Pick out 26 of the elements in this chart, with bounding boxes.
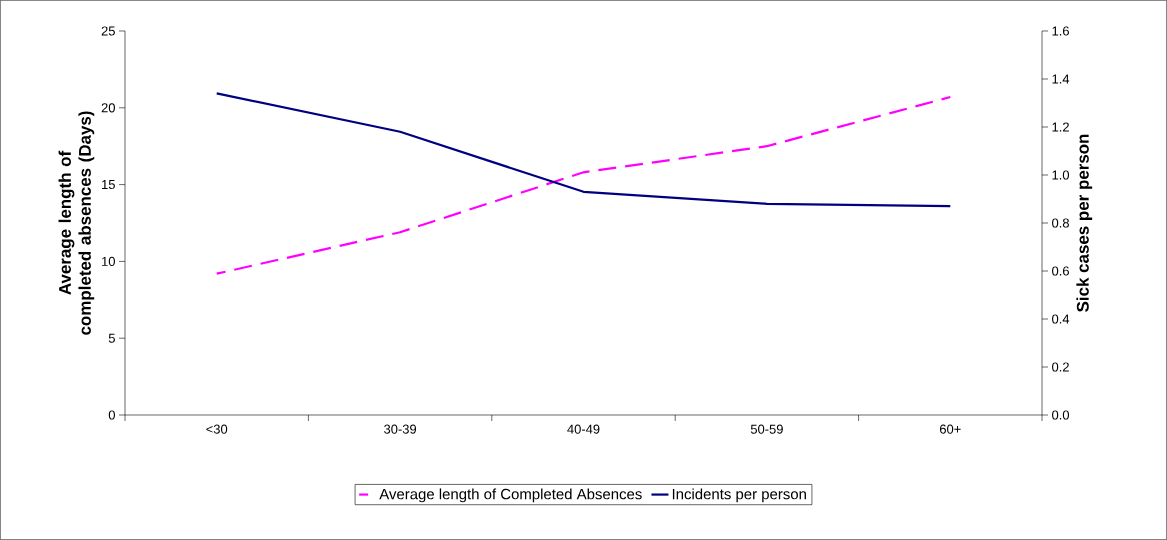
x-tick-label: 40-49 xyxy=(567,424,600,434)
y2-tick-label: 0.6 xyxy=(1052,266,1069,276)
y2-tick-label: 1.0 xyxy=(1052,170,1070,180)
x-tick-label: <30 xyxy=(206,424,228,434)
y-tick-label: 15 xyxy=(102,180,115,190)
y2-tick-label: 1.6 xyxy=(1052,26,1069,36)
y2-tick-label: 1.2 xyxy=(1052,122,1069,132)
legend-label: Average length of Completed Absences xyxy=(379,488,642,503)
y2-axis-title: Sick cases per person xyxy=(1076,134,1093,312)
y2-tick-label: 0.8 xyxy=(1052,218,1069,228)
y-tick-label: 25 xyxy=(101,26,115,36)
y2-tick-label: 1.4 xyxy=(1052,74,1070,84)
line-series xyxy=(215,95,952,275)
y-axis-title: Average length of completed absences (Days) xyxy=(58,111,95,335)
y2-tick-label: 0.4 xyxy=(1052,314,1070,324)
y-tick-label: 5 xyxy=(108,333,115,343)
y-tick-label: 20 xyxy=(101,103,115,113)
y-tick-label: 10 xyxy=(102,256,115,266)
x-tick-label: 50-59 xyxy=(750,424,783,434)
y2-tick-label: 0.2 xyxy=(1052,362,1069,372)
x-tick-label: 30-39 xyxy=(384,424,417,434)
legend-label: Incidents per person xyxy=(672,488,806,503)
line-series xyxy=(215,92,952,208)
y2-tick-label: 0.0 xyxy=(1052,410,1070,420)
y-tick-label: 0 xyxy=(108,410,115,420)
x-tick-label: 60+ xyxy=(939,424,961,434)
